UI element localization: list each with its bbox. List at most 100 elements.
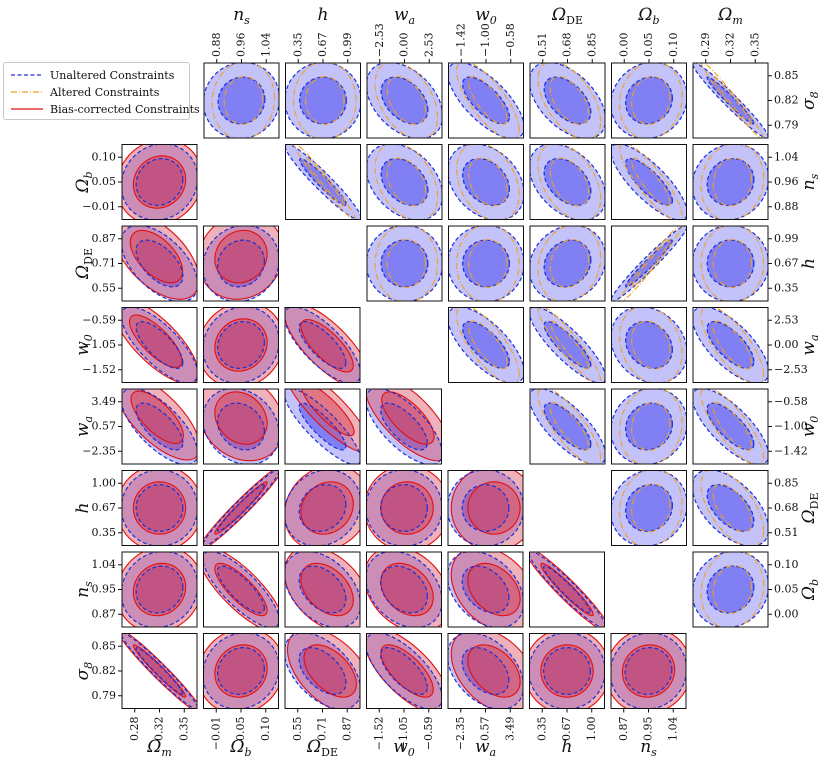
y-axis-label-wa: wa — [73, 416, 95, 437]
unaltered-outer-line — [529, 552, 605, 627]
panel-contours — [611, 307, 687, 383]
panel-w0-vs-s8 — [366, 633, 442, 713]
panel-Ob-vs-h — [203, 470, 279, 546]
panel-contours — [530, 389, 605, 464]
bias-corrected-inner — [380, 644, 434, 698]
panel-ns-vs-s8 — [610, 633, 687, 713]
altered-inner-line — [712, 76, 753, 125]
panel-contours — [448, 226, 524, 301]
y-tick-label: −0.01 — [82, 200, 116, 213]
panel-contours — [693, 226, 768, 301]
panel-contours — [203, 226, 279, 301]
panel-Ob-vs-s8 — [611, 59, 687, 139]
unaltered-inner-line — [217, 76, 266, 125]
panel-Ob-vs-h — [611, 225, 687, 302]
right-tick-label: 0.88 — [774, 200, 799, 213]
y-tick-label: −1.05 — [82, 338, 116, 351]
unaltered-inner-fill — [625, 240, 673, 287]
altered-outer-line — [456, 226, 520, 301]
x-tick-label: 0.71 — [316, 717, 329, 742]
panel-frame — [611, 307, 687, 383]
y-tick-label: 0.95 — [92, 583, 117, 596]
unaltered-inner-line — [135, 239, 184, 288]
right-tick-label: 0.68 — [774, 501, 799, 514]
altered-inner-line — [631, 483, 671, 533]
top-axis-label-w0: w0 — [475, 5, 497, 27]
panel-contours — [366, 633, 442, 709]
bias-corrected-inner — [300, 481, 354, 535]
unaltered-inner-fill — [381, 77, 428, 124]
panel-frame — [529, 307, 606, 383]
altered-inner-line — [305, 157, 345, 207]
panel-Om-vs-Ode — [118, 225, 198, 302]
top-tick-label: 0.00 — [617, 33, 630, 58]
panel-frame — [448, 144, 524, 220]
unaltered-inner-fill — [707, 321, 754, 369]
panel-contours — [611, 226, 687, 301]
bias-corrected-inner — [214, 562, 268, 617]
panel-contours — [122, 552, 197, 627]
panel-contours — [285, 63, 361, 138]
y-axis-label-Ode: ΩDE — [73, 248, 95, 280]
top-axis-label-Ode: ΩDE — [551, 5, 583, 27]
x-tick-label: 0.55 — [291, 717, 304, 742]
altered-inner-line — [631, 402, 671, 451]
panel-w0-vs-wa — [366, 388, 442, 465]
bias-corrected-inner — [540, 562, 594, 617]
panel-frame — [447, 551, 524, 628]
top-tick-label: 0.85 — [585, 33, 598, 58]
unaltered-inner-line — [625, 402, 673, 451]
unaltered-inner-line — [543, 647, 591, 695]
panel-contours — [611, 633, 686, 709]
panel-contours — [122, 144, 197, 220]
panel-contours — [611, 144, 687, 220]
panel-frame — [366, 144, 443, 220]
altered-outer-line — [700, 63, 765, 138]
panel-frame — [285, 144, 361, 220]
unaltered-inner-line — [217, 565, 265, 614]
unaltered-outer-line — [122, 633, 197, 709]
right-tick-label: 0.85 — [774, 69, 799, 82]
panel-contours — [448, 633, 523, 709]
panel-wa-vs-h — [447, 470, 524, 546]
altered-inner-line — [386, 76, 427, 125]
top-axis-label-h: h — [318, 5, 329, 25]
x-axis-label-ns: ns — [640, 737, 657, 759]
panel-contours — [448, 144, 524, 220]
bias-corrected-inner — [132, 562, 187, 617]
panel-h-vs-ns — [529, 551, 605, 628]
unaltered-outer-line — [611, 470, 687, 546]
right-tick-label: 0.85 — [774, 476, 799, 489]
x-tick-label: 0.32 — [153, 717, 166, 742]
unaltered-inner-fill — [381, 240, 428, 287]
altered-inner-line — [712, 320, 753, 370]
panel-Om-vs-s8 — [118, 633, 198, 713]
panel-Ob-vs-wa — [611, 307, 687, 383]
panel-frame — [529, 144, 606, 220]
bias-corrected-inner — [128, 314, 183, 368]
panel-Ob-vs-w0 — [611, 388, 687, 465]
unaltered-outer-line — [285, 307, 360, 383]
altered-inner-line — [386, 157, 427, 207]
unaltered-outer-line — [122, 389, 197, 464]
panel-contours — [204, 63, 279, 138]
unaltered-inner-line — [298, 321, 347, 369]
panel-contours — [611, 63, 687, 138]
top-axis-label-Om: Ωm — [717, 5, 743, 27]
altered-inner-line — [712, 402, 753, 451]
unaltered-inner-line — [461, 565, 510, 614]
unaltered-outer-line — [693, 63, 768, 138]
panel-Ob-vs-w0 — [203, 307, 279, 383]
panel-contours — [285, 633, 360, 709]
y-tick-label: 0.57 — [92, 420, 117, 433]
altered-outer-line — [619, 144, 683, 220]
legend-label-altered: Altered Constraints — [50, 85, 160, 99]
unaltered-inner-line — [706, 402, 755, 451]
unaltered-inner-fill — [299, 403, 346, 450]
unaltered-inner-fill — [707, 158, 754, 206]
altered-inner-line — [631, 157, 671, 207]
panel-Ode-vs-wa — [529, 307, 606, 383]
panel-frame — [611, 388, 687, 465]
legend-line-unaltered — [11, 74, 43, 76]
altered-outer-line — [700, 307, 765, 383]
